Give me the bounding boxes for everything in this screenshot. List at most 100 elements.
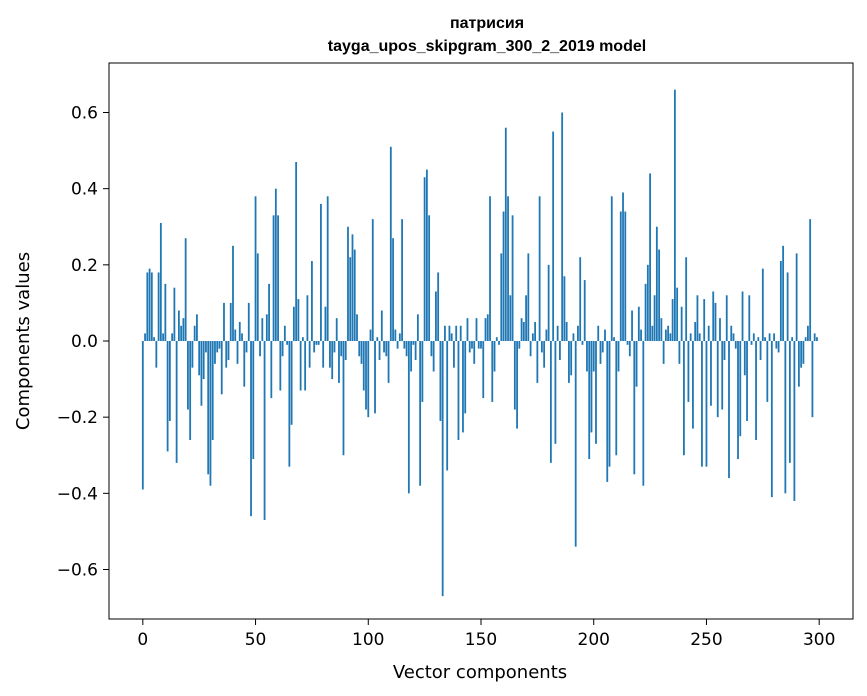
bar xyxy=(572,333,575,341)
bar xyxy=(788,341,791,463)
bar xyxy=(365,341,367,410)
bar xyxy=(356,314,358,341)
bar xyxy=(437,272,440,341)
x-tick-label: 200 xyxy=(578,630,610,650)
bar xyxy=(281,341,284,357)
bar xyxy=(737,341,739,460)
bar xyxy=(658,249,661,341)
bar xyxy=(644,283,647,341)
bar xyxy=(236,341,239,364)
bar xyxy=(387,341,390,383)
bar xyxy=(811,341,814,418)
bar xyxy=(504,127,507,342)
bar xyxy=(513,341,516,410)
bar xyxy=(407,341,410,494)
bar xyxy=(563,276,566,341)
bar xyxy=(732,333,735,341)
bar xyxy=(326,196,329,341)
bar xyxy=(200,341,203,406)
bar xyxy=(795,253,798,341)
bar xyxy=(613,337,615,341)
bar xyxy=(660,318,663,341)
bar xyxy=(667,325,670,341)
bar xyxy=(261,318,264,341)
bar xyxy=(232,245,234,341)
bar xyxy=(683,341,685,456)
bar xyxy=(689,333,692,341)
bar xyxy=(247,302,250,341)
bar xyxy=(601,341,604,353)
bar xyxy=(527,253,530,341)
bar xyxy=(279,341,282,391)
bar xyxy=(367,341,370,418)
bar xyxy=(416,314,419,341)
bar xyxy=(741,291,744,341)
bar xyxy=(241,333,243,341)
bar xyxy=(211,341,214,441)
bar xyxy=(162,333,165,341)
bar xyxy=(317,341,320,345)
bar xyxy=(768,333,771,341)
bar xyxy=(588,341,591,460)
bar xyxy=(473,341,476,364)
bar xyxy=(193,325,196,341)
bar xyxy=(320,203,322,341)
bar xyxy=(617,341,620,372)
bar xyxy=(349,257,352,341)
bar xyxy=(547,264,550,341)
bar xyxy=(376,337,379,341)
bar xyxy=(272,215,275,341)
bar xyxy=(358,341,361,357)
bar xyxy=(301,337,304,341)
x-axis-label: Vector components xyxy=(393,662,567,683)
y-tick-label: 0.2 xyxy=(71,256,98,276)
bar xyxy=(164,283,167,341)
bar xyxy=(752,333,755,341)
bar xyxy=(283,325,286,341)
bar xyxy=(277,215,279,341)
bar xyxy=(482,341,485,399)
bar xyxy=(619,211,622,341)
bar xyxy=(245,341,248,353)
bar xyxy=(554,341,557,444)
bar xyxy=(595,341,597,444)
bar xyxy=(673,89,676,341)
bar xyxy=(770,341,773,498)
bar xyxy=(628,341,631,357)
y-axis: −0.6 −0.4 −0.2 0.0 0.2 0.4 0.6 xyxy=(57,104,109,580)
bar xyxy=(182,318,185,341)
bar xyxy=(374,341,376,414)
bar xyxy=(786,272,789,341)
bar xyxy=(696,295,699,341)
bar xyxy=(755,341,757,441)
bar xyxy=(511,215,514,341)
bar xyxy=(599,341,602,364)
bar xyxy=(498,341,500,345)
bar xyxy=(468,341,471,353)
bar xyxy=(748,295,751,341)
bar xyxy=(405,341,408,357)
bar xyxy=(662,341,665,364)
bar xyxy=(439,341,442,421)
bar xyxy=(543,341,546,368)
bar xyxy=(495,337,498,341)
bar xyxy=(477,341,480,349)
bar xyxy=(464,341,467,414)
bar xyxy=(728,341,730,479)
bar xyxy=(592,341,595,372)
bar xyxy=(144,333,146,341)
bar xyxy=(159,222,162,341)
bar xyxy=(342,341,345,456)
bar xyxy=(777,341,780,353)
bar xyxy=(816,337,818,341)
bar xyxy=(254,196,257,341)
bar xyxy=(489,196,491,341)
x-tick-label: 50 xyxy=(245,630,267,650)
bar xyxy=(710,341,712,406)
bar xyxy=(263,341,266,520)
bar xyxy=(168,341,171,421)
bar xyxy=(209,341,212,486)
bar xyxy=(398,333,401,341)
bar xyxy=(568,341,570,383)
bar xyxy=(351,234,354,341)
